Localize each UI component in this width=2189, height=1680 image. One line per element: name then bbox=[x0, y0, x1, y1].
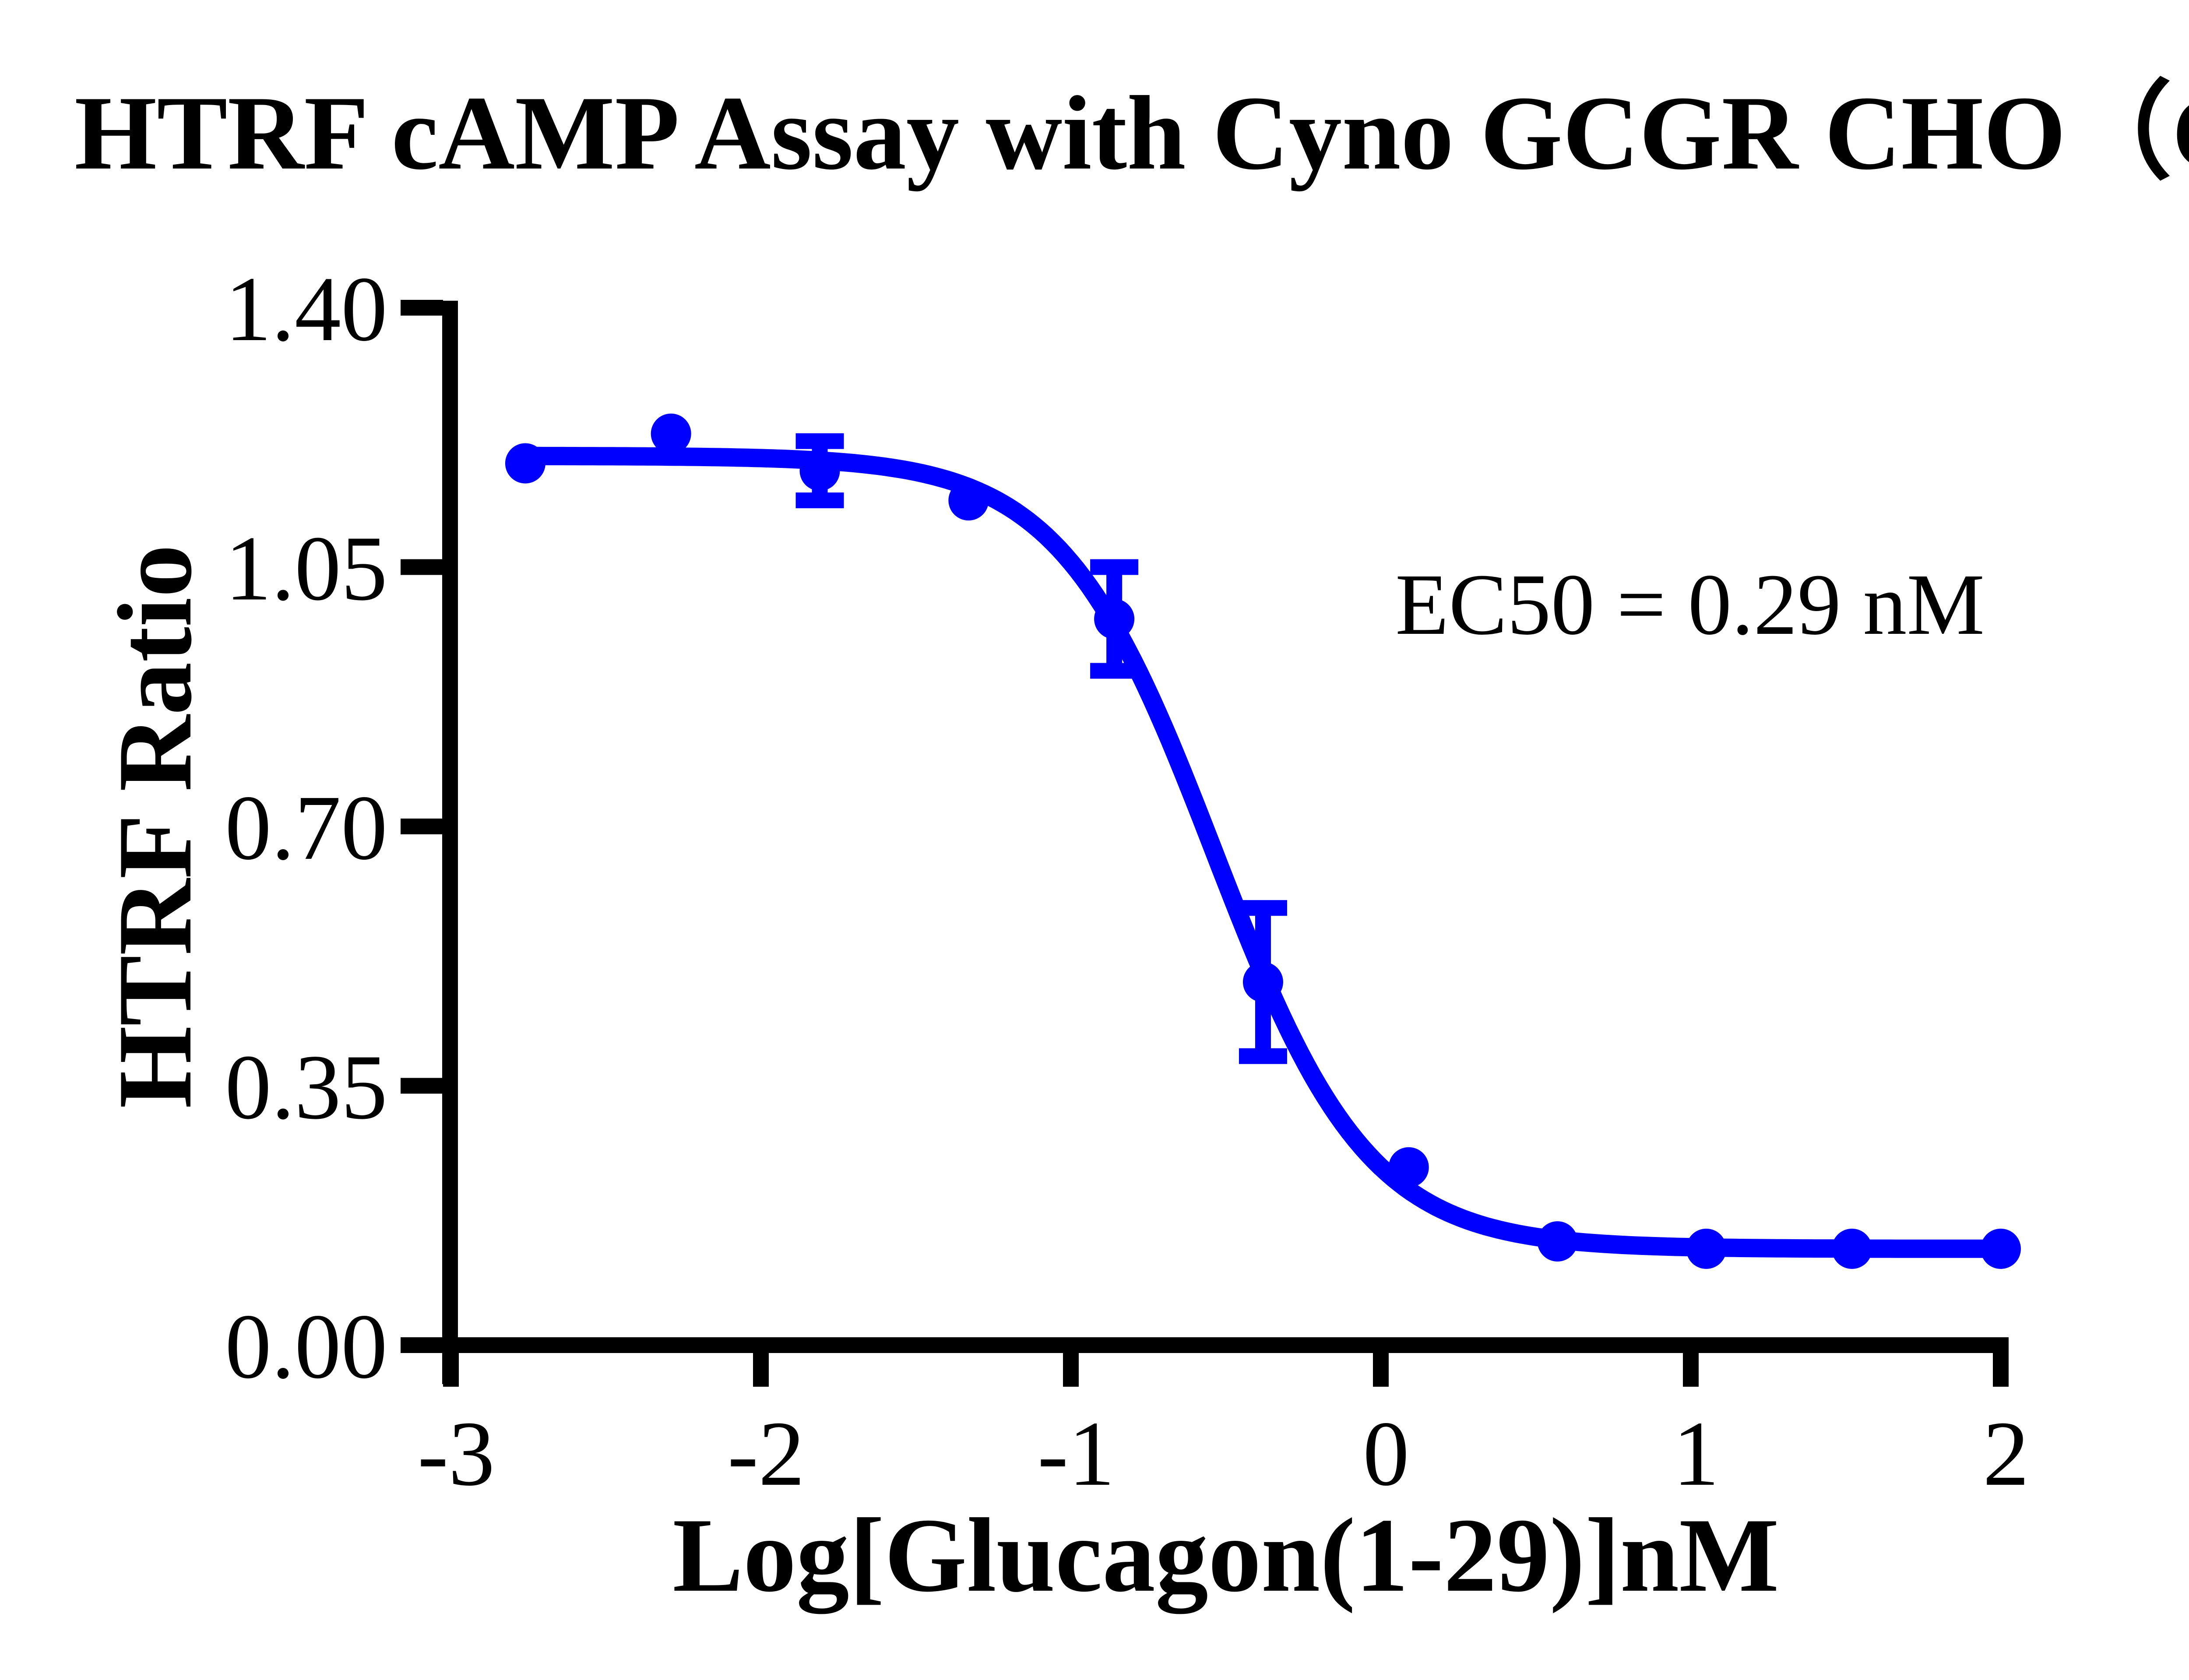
x-tick-label: -1 bbox=[1038, 1402, 1115, 1505]
x-tick-label: 2 bbox=[1983, 1402, 2029, 1505]
data-point bbox=[1388, 1147, 1429, 1188]
y-tick-label: 0.00 bbox=[225, 1295, 387, 1398]
y-tick-label: 1.40 bbox=[225, 257, 387, 360]
data-points bbox=[505, 413, 2021, 1269]
x-tick-label: 0 bbox=[1363, 1402, 1409, 1505]
data-point bbox=[1832, 1228, 1872, 1269]
data-point bbox=[1094, 599, 1135, 639]
y-tick-label: 0.70 bbox=[225, 776, 387, 879]
y-axis-ticks: 0.00 0.35 0.70 1.05 1.40 bbox=[225, 257, 443, 1398]
y-axis-label: HTRF Ratio bbox=[96, 545, 214, 1108]
data-point bbox=[505, 443, 545, 484]
data-point bbox=[948, 480, 989, 521]
x-tick-label: -3 bbox=[418, 1402, 495, 1505]
data-point bbox=[799, 450, 840, 491]
data-point bbox=[1242, 962, 1283, 1002]
data-point bbox=[1537, 1221, 1578, 1262]
x-tick-label: 1 bbox=[1673, 1402, 1719, 1505]
ec50-annotation: EC50 = 0.29 nM bbox=[1395, 556, 1985, 653]
x-axis-ticks: -3 -2 -1 0 1 2 bbox=[418, 1353, 2029, 1505]
x-axis-label: Log[Glucagon(1-29)]nM bbox=[672, 1497, 1779, 1614]
data-point bbox=[651, 413, 691, 454]
x-tick-label: -2 bbox=[728, 1402, 805, 1505]
chart-title: HTRF cAMP Assay with Cyno GCGR CHO（C10） bbox=[74, 74, 2189, 192]
y-tick-label: 1.05 bbox=[225, 517, 387, 620]
y-tick-label: 0.35 bbox=[225, 1036, 387, 1139]
data-point bbox=[1686, 1228, 1727, 1269]
data-point bbox=[1981, 1228, 2021, 1269]
